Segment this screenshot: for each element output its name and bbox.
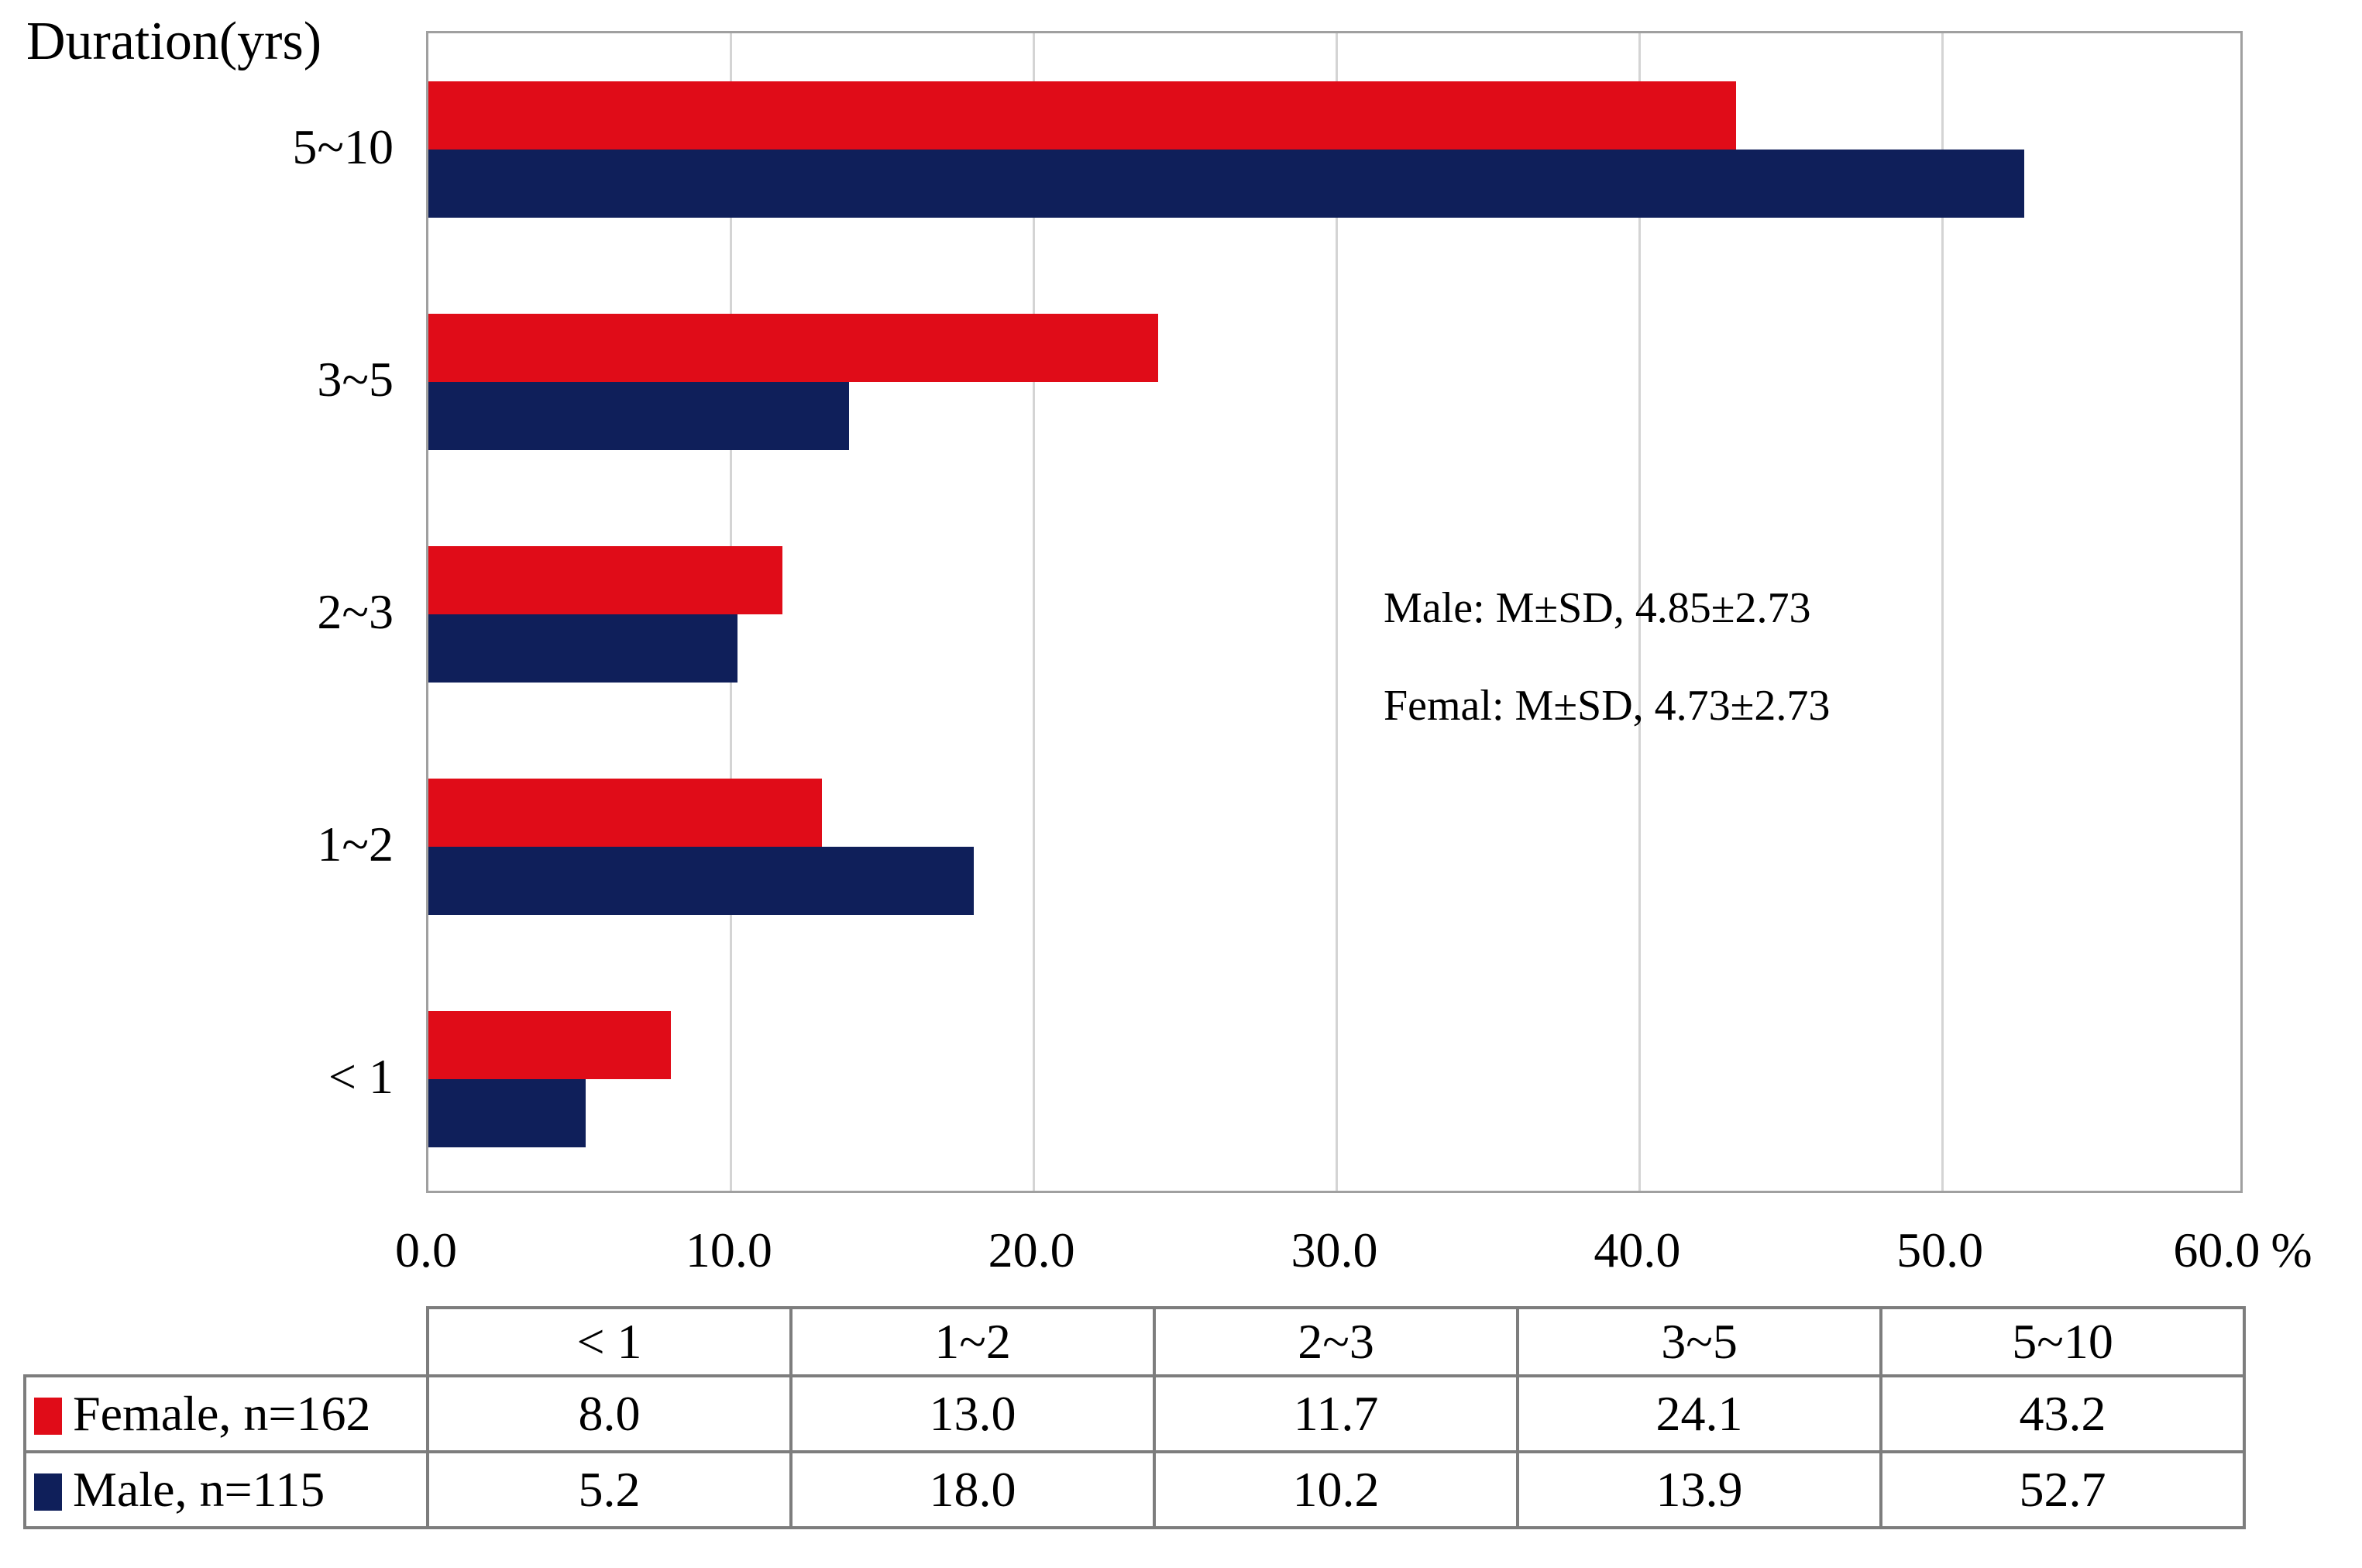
- female-bar-5~10: [428, 81, 1736, 150]
- table-row-label-cell: Male, n=115: [23, 1450, 429, 1529]
- plot-area: [426, 31, 2243, 1193]
- gridline-40: [1638, 33, 1641, 1191]
- category-label-1~2: 1~2: [317, 817, 394, 872]
- table-header-cell: 2~3: [1153, 1306, 1519, 1377]
- table-corner-blank-cell: [25, 1308, 428, 1376]
- male-bar-1~2: [428, 847, 974, 915]
- x-tick-label-30.0: 30.0: [1291, 1222, 1378, 1277]
- table-value-cell: 5.2: [426, 1450, 792, 1529]
- category-label-3~5: 3~5: [317, 352, 394, 407]
- female-bar-1~2: [428, 779, 822, 847]
- x-tick-label-20.0: 20.0: [988, 1222, 1075, 1277]
- category-label-2~3: 2~3: [317, 584, 394, 639]
- table-header-cell: 3~5: [1516, 1306, 1882, 1377]
- table-row-female: Female, n=162 8.0 13.0 11.7 24.1 43.2: [23, 1374, 2246, 1453]
- gridline-30: [1336, 33, 1338, 1191]
- annotation-female-mean-sd: Femal: M±SD, 4.73±2.73: [1384, 682, 1831, 730]
- table-row-label: Female, n=162: [73, 1386, 371, 1441]
- table-value-cell: 10.2: [1153, 1450, 1519, 1529]
- legend-data-table: < 1 1~2 2~3 3~5 5~10 Female, n=162 8.0 1…: [23, 1306, 2246, 1529]
- table-value-cell: 8.0: [426, 1374, 792, 1453]
- table-value-cell: 52.7: [1879, 1450, 2246, 1529]
- table-value-cell: 18.0: [789, 1450, 1156, 1529]
- annotation-male-mean-sd: Male: M±SD, 4.85±2.73: [1384, 584, 1811, 632]
- male-bar-< 1: [428, 1079, 586, 1147]
- table-row-label-cell: Female, n=162: [23, 1374, 429, 1453]
- female-bar-2~3: [428, 546, 782, 614]
- x-tick-label-50.0: 50.0: [1896, 1222, 1984, 1277]
- table-value-cell: 11.7: [1153, 1374, 1519, 1453]
- percent-suffix: %: [2271, 1222, 2312, 1277]
- category-label-5~10: 5~10: [292, 119, 394, 174]
- male-bar-3~5: [428, 382, 849, 450]
- female-bar-< 1: [428, 1011, 671, 1079]
- table-row-label: Male, n=115: [73, 1462, 325, 1517]
- table-row-male: Male, n=115 5.2 18.0 10.2 13.9 52.7: [23, 1450, 2246, 1529]
- female-bar-3~5: [428, 314, 1158, 382]
- table-value-cell: 13.9: [1516, 1450, 1882, 1529]
- x-tick-label-0.0: 0.0: [395, 1222, 457, 1277]
- gridline-20: [1033, 33, 1036, 1191]
- gridline-50: [1941, 33, 1944, 1191]
- male-legend-swatch-icon: [34, 1473, 62, 1511]
- table-value-cell: 24.1: [1516, 1374, 1882, 1453]
- table-value-cell: 13.0: [789, 1374, 1156, 1453]
- table-value-cell: 43.2: [1879, 1374, 2246, 1453]
- x-tick-label-40.0: 40.0: [1594, 1222, 1681, 1277]
- male-bar-2~3: [428, 614, 737, 683]
- table-header-row: < 1 1~2 2~3 3~5 5~10: [25, 1306, 2246, 1377]
- x-tick-label-60.0: 60.0%: [2173, 1222, 2312, 1277]
- female-legend-swatch-icon: [34, 1398, 62, 1435]
- chart-title: Duration(yrs): [26, 12, 322, 71]
- category-label-< 1: < 1: [328, 1049, 394, 1104]
- table-header-cell: < 1: [426, 1306, 792, 1377]
- x-tick-label-10.0: 10.0: [685, 1222, 772, 1277]
- male-bar-5~10: [428, 150, 2024, 218]
- table-header-cell: 1~2: [789, 1306, 1156, 1377]
- table-header-cell: 5~10: [1879, 1306, 2246, 1377]
